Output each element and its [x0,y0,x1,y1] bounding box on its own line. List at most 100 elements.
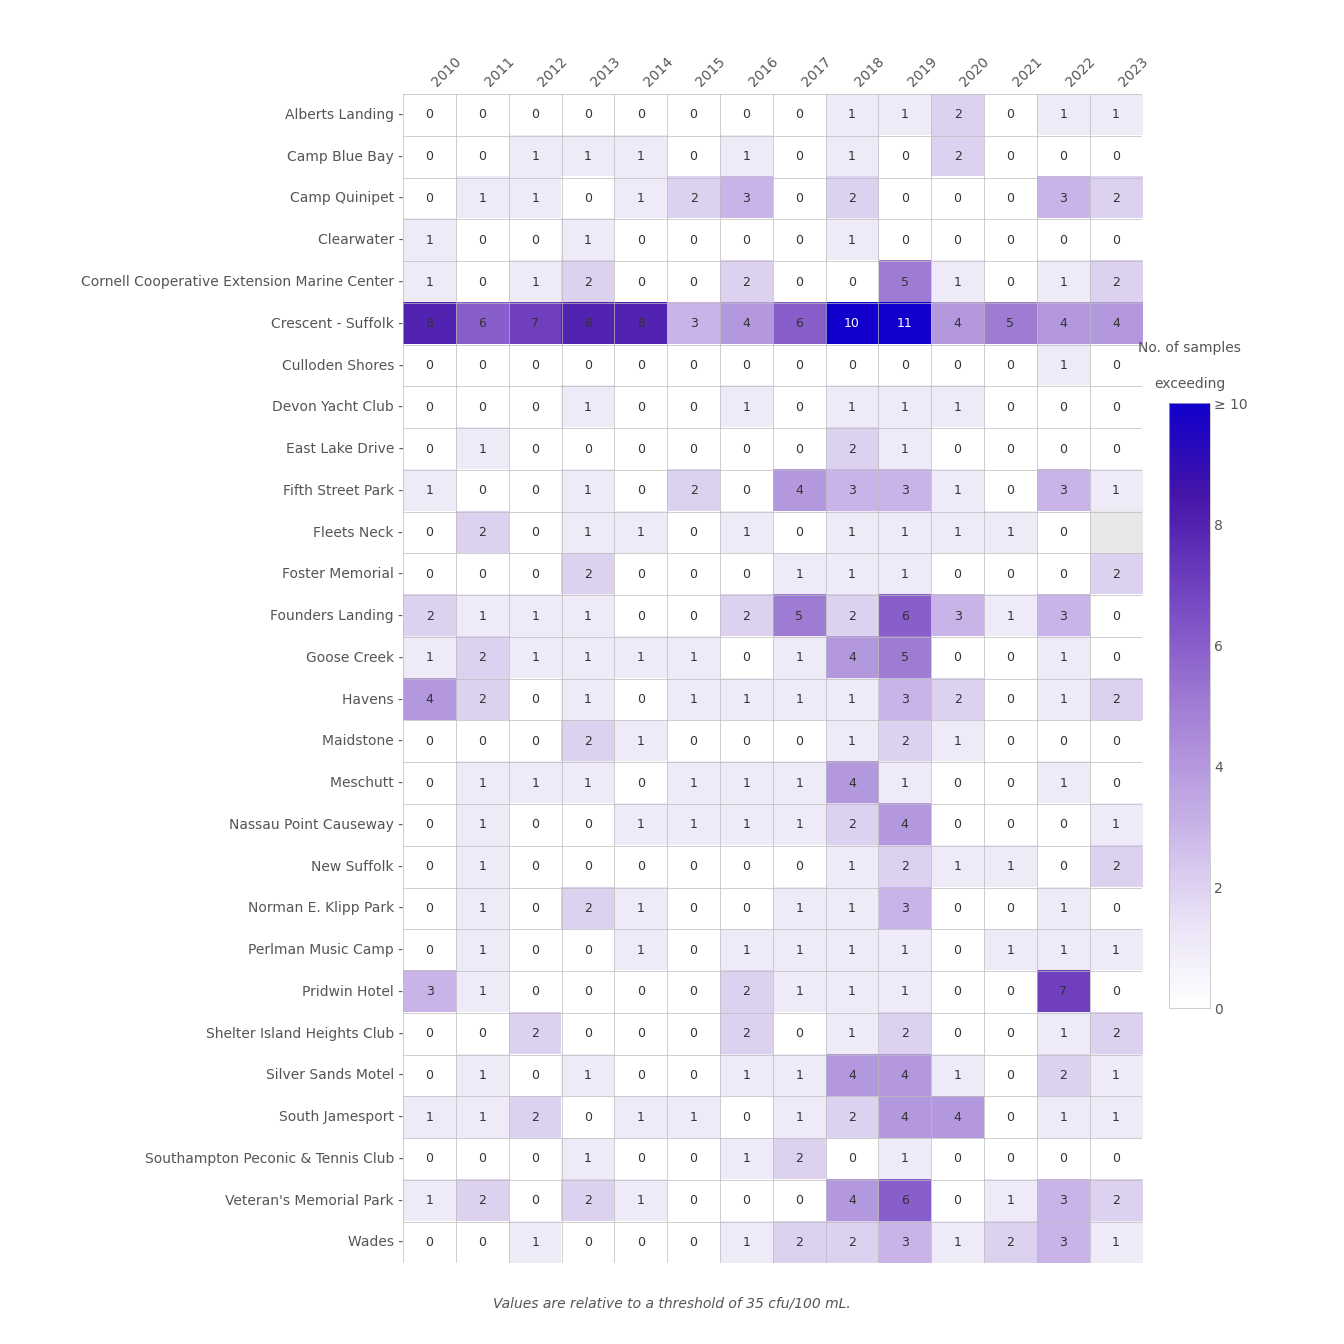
Text: 0: 0 [689,526,698,539]
Text: 1: 1 [637,943,645,957]
Text: 0: 0 [637,1027,645,1040]
Text: 0: 0 [1059,151,1067,163]
Text: 1: 1 [478,943,487,957]
Text: 0: 0 [848,1152,856,1165]
Text: 0: 0 [426,567,434,581]
Text: 1: 1 [1059,902,1067,915]
Text: 0: 0 [1111,151,1120,163]
Text: 0: 0 [689,860,698,874]
Text: 1: 1 [796,652,804,664]
Text: 3: 3 [900,1236,909,1249]
Text: 0: 0 [689,985,698,999]
Text: 1: 1 [531,652,539,664]
Text: Silver Sands Motel -: Silver Sands Motel - [266,1068,403,1082]
Text: 0: 0 [637,610,645,622]
Text: 0: 0 [954,234,961,247]
Text: 0: 0 [637,1236,645,1249]
Text: 0: 0 [637,567,645,581]
Text: 1: 1 [742,1152,750,1165]
Text: 1: 1 [585,652,591,664]
Text: 2: 2 [1111,567,1120,581]
Text: 2: 2 [1007,1236,1015,1249]
Text: Values are relative to a threshold of 35 cfu/100 mL.: Values are relative to a threshold of 35… [493,1297,851,1310]
Text: 0: 0 [426,526,434,539]
Text: 0: 0 [689,943,698,957]
Text: 0: 0 [531,109,539,121]
Text: 2: 2 [585,1195,591,1207]
Text: 3: 3 [1059,484,1067,497]
Text: 0: 0 [531,1152,539,1165]
Text: 0: 0 [848,276,856,289]
Text: 0: 0 [637,484,645,497]
Text: 4: 4 [1111,317,1120,331]
Text: 0: 0 [637,694,645,706]
Text: 0: 0 [426,1027,434,1040]
Text: 0: 0 [531,694,539,706]
Text: 0: 0 [637,109,645,121]
Text: 1: 1 [478,192,487,206]
Text: 0: 0 [689,610,698,622]
Text: 4: 4 [900,818,909,832]
Text: 0: 0 [954,442,961,456]
Text: 1: 1 [531,777,539,790]
Text: 0: 0 [585,1110,591,1124]
Text: 1: 1 [900,109,909,121]
Text: Maidstone -: Maidstone - [323,734,403,749]
Text: 0: 0 [426,442,434,456]
Text: 1: 1 [954,276,961,289]
Text: 0: 0 [585,860,591,874]
Text: 0: 0 [531,985,539,999]
Text: 0: 0 [796,860,804,874]
Text: 0: 0 [796,234,804,247]
Text: Nassau Point Causeway -: Nassau Point Causeway - [228,818,403,832]
Text: 0: 0 [1007,735,1015,747]
Text: 4: 4 [796,484,804,497]
Text: 1: 1 [1059,109,1067,121]
Text: No. of samples: No. of samples [1138,341,1241,355]
Text: 0: 0 [1111,735,1120,747]
Text: 2: 2 [478,1195,487,1207]
Text: 1: 1 [1059,943,1067,957]
Text: 0: 0 [1059,735,1067,747]
Text: 6: 6 [900,1195,909,1207]
Text: 0: 0 [637,1068,645,1082]
Text: 2: 2 [531,1027,539,1040]
Text: 0: 0 [1007,652,1015,664]
Text: 1: 1 [478,610,487,622]
Text: Devon Yacht Club -: Devon Yacht Club - [273,401,403,414]
Text: 0: 0 [954,359,961,372]
Text: 2: 2 [1111,1195,1120,1207]
Text: 0: 0 [1111,401,1120,414]
Text: 1: 1 [1111,943,1120,957]
Text: Shelter Island Heights Club -: Shelter Island Heights Club - [206,1027,403,1040]
Text: 0: 0 [796,442,804,456]
Text: 1: 1 [742,1236,750,1249]
Text: 2: 2 [742,610,750,622]
Text: 1: 1 [637,818,645,832]
Text: 0: 0 [426,777,434,790]
Text: 0: 0 [426,943,434,957]
Text: 0: 0 [689,1195,698,1207]
Text: 0: 0 [1007,1068,1015,1082]
Text: Havens -: Havens - [343,692,403,707]
Text: Crescent - Suffolk -: Crescent - Suffolk - [271,317,403,331]
Text: 1: 1 [796,818,804,832]
Text: 1: 1 [585,777,591,790]
Text: 1: 1 [900,777,909,790]
Text: 1: 1 [426,234,434,247]
Text: 1: 1 [637,1110,645,1124]
Text: 1: 1 [796,777,804,790]
Text: 0: 0 [1007,694,1015,706]
Text: South Jamesport -: South Jamesport - [280,1110,403,1124]
Text: 0: 0 [478,109,487,121]
Text: 4: 4 [954,317,961,331]
Text: 0: 0 [1059,401,1067,414]
Text: 1: 1 [426,1195,434,1207]
Text: 0: 0 [585,818,591,832]
Text: 0: 0 [1059,567,1067,581]
Text: 1: 1 [478,1110,487,1124]
Text: 4: 4 [900,1068,909,1082]
Text: 0: 0 [954,1027,961,1040]
Text: 0: 0 [954,943,961,957]
Text: 1: 1 [742,777,750,790]
